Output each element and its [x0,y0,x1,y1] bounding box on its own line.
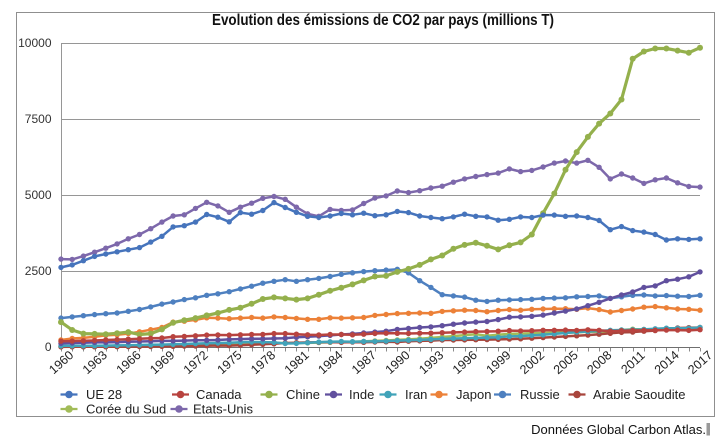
svg-text:Russie: Russie [520,387,560,402]
svg-text:Inde: Inde [349,387,374,402]
svg-text:Canada: Canada [196,387,242,402]
svg-text:Arabie Saoudite: Arabie Saoudite [593,387,686,402]
svg-text:0: 0 [45,340,52,354]
svg-text:Iran: Iran [405,387,427,402]
svg-text:Données Global Carbon Atlas.: Données Global Carbon Atlas. [531,422,706,437]
svg-text:Japon: Japon [456,387,491,402]
svg-text:Corée du Sud: Corée du Sud [86,402,166,417]
svg-text:2500: 2500 [25,264,52,278]
svg-text:UE 28: UE 28 [86,387,122,402]
svg-text:Etats-Unis: Etats-Unis [193,402,253,417]
svg-text:10000: 10000 [18,36,52,50]
svg-text:Chine: Chine [286,387,320,402]
svg-text:Evolution des émissions de CO2: Evolution des émissions de CO2 par pays … [212,12,554,29]
svg-text:7500: 7500 [25,112,52,126]
svg-text:5000: 5000 [25,188,52,202]
